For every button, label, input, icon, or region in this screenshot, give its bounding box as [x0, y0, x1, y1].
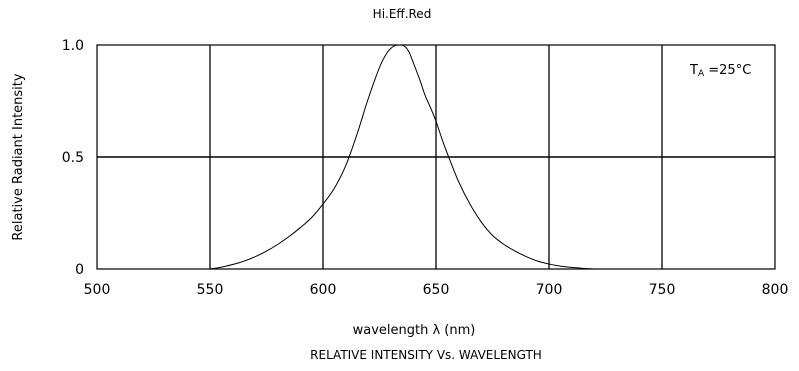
x-tick-label: 750: [649, 282, 676, 298]
plot-area: 500 550 600 650 700 750 800 0 0.5 1.0: [62, 38, 789, 298]
x-tick-label: 700: [536, 282, 563, 298]
annotation-subscript: A: [698, 69, 705, 79]
annotation-text: =25°C: [704, 63, 751, 78]
x-tick-label: 600: [310, 282, 337, 298]
y-tick-label: 1.0: [62, 38, 84, 54]
x-axis-label: wavelength λ (nm): [353, 323, 476, 338]
plot-frame: [96, 44, 776, 270]
y-tick-label: 0: [75, 262, 84, 278]
series-line: [209, 44, 595, 270]
x-tick-label: 550: [197, 282, 224, 298]
annotation-base: T: [689, 63, 698, 78]
x-tick-label: 500: [84, 282, 111, 298]
y-tick-label: 0.5: [62, 150, 84, 166]
chart-title: Hi.Eff.Red: [373, 7, 432, 21]
temperature-annotation: TA =25°C: [689, 63, 751, 79]
y-axis-label: Relative Radiant Intensity: [11, 73, 26, 240]
x-tick-label: 800: [762, 282, 789, 298]
chart-caption: RELATIVE INTENSITY Vs. WAVELENGTH: [310, 348, 542, 362]
x-tick-label: 650: [423, 282, 450, 298]
